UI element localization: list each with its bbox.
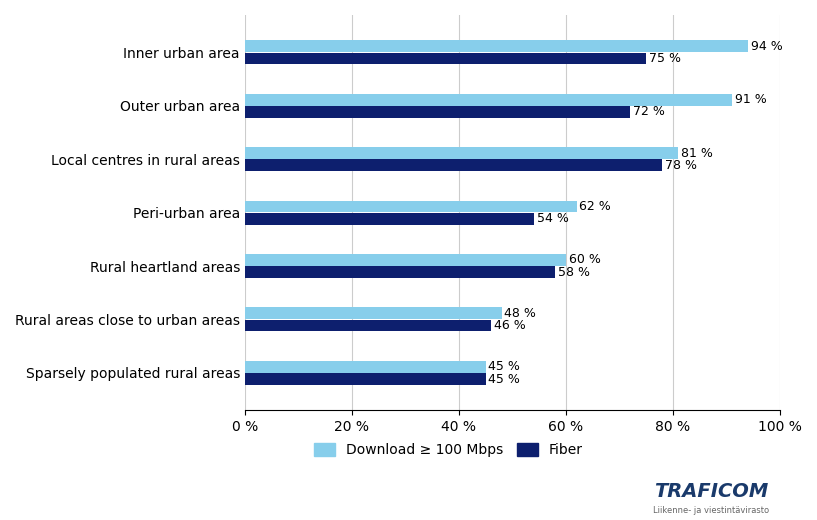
Text: 62 %: 62 % <box>579 200 611 213</box>
Text: Liikenne- ja viestintävirasto: Liikenne- ja viestintävirasto <box>653 506 769 515</box>
Text: 45 %: 45 % <box>489 372 520 385</box>
Text: 91 %: 91 % <box>734 93 766 106</box>
Bar <box>245 307 502 319</box>
Bar <box>245 361 485 373</box>
Text: 45 %: 45 % <box>489 360 520 373</box>
Bar <box>245 160 663 171</box>
Bar <box>245 53 646 64</box>
Legend: Download ≥ 100 Mbps, Fiber: Download ≥ 100 Mbps, Fiber <box>308 437 588 463</box>
Bar <box>245 320 491 331</box>
Bar <box>245 41 748 52</box>
Text: 60 %: 60 % <box>569 253 600 266</box>
Text: 54 %: 54 % <box>537 212 569 225</box>
Bar <box>245 106 630 118</box>
Text: 78 %: 78 % <box>665 159 697 172</box>
Text: 58 %: 58 % <box>558 266 590 279</box>
Text: 72 %: 72 % <box>633 106 665 119</box>
Bar <box>245 147 678 159</box>
Text: 94 %: 94 % <box>751 40 783 53</box>
Bar <box>245 254 566 266</box>
Text: 48 %: 48 % <box>504 307 536 320</box>
Text: 46 %: 46 % <box>493 319 525 332</box>
Text: TRAFICOM: TRAFICOM <box>654 482 768 501</box>
Bar <box>245 94 732 106</box>
Text: 75 %: 75 % <box>649 52 681 65</box>
Bar <box>245 266 556 278</box>
Text: 81 %: 81 % <box>681 147 713 160</box>
Bar <box>245 213 534 225</box>
Bar <box>245 373 485 385</box>
Bar <box>245 201 577 212</box>
